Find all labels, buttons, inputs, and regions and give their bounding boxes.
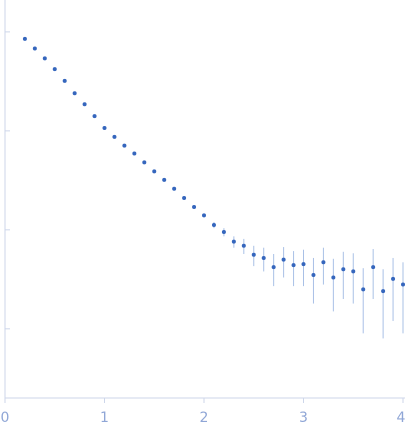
- point: [72, 91, 77, 96]
- point: [221, 230, 226, 235]
- point: [331, 275, 336, 280]
- point: [182, 195, 187, 200]
- point: [62, 78, 67, 83]
- x-tick-label: 1: [100, 410, 109, 426]
- point: [22, 36, 27, 41]
- point: [52, 67, 57, 72]
- point: [341, 267, 346, 272]
- point: [251, 252, 256, 257]
- x-tick-label: 4: [397, 410, 406, 426]
- point: [271, 265, 276, 270]
- x-tick-label: 0: [1, 410, 10, 426]
- point: [351, 269, 356, 274]
- point: [92, 114, 97, 119]
- point: [381, 289, 386, 294]
- point: [172, 186, 177, 191]
- point: [371, 265, 376, 270]
- point: [122, 143, 127, 148]
- point: [391, 276, 396, 281]
- point: [142, 160, 147, 165]
- point: [361, 287, 366, 292]
- point: [82, 102, 87, 107]
- point: [291, 263, 296, 268]
- point: [42, 56, 47, 61]
- point: [401, 282, 406, 287]
- point: [211, 222, 216, 227]
- point: [152, 169, 157, 174]
- point: [32, 46, 37, 51]
- point: [321, 260, 326, 265]
- point: [241, 243, 246, 248]
- point: [162, 177, 167, 182]
- point: [112, 134, 117, 139]
- point: [192, 205, 197, 210]
- point: [102, 125, 107, 130]
- point: [202, 213, 207, 218]
- point: [261, 255, 266, 260]
- point: [281, 257, 286, 262]
- point: [231, 239, 236, 244]
- point: [311, 272, 316, 277]
- point: [132, 151, 137, 156]
- point: [301, 262, 306, 267]
- x-tick-label: 3: [299, 410, 308, 426]
- x-tick-label: 2: [200, 410, 209, 426]
